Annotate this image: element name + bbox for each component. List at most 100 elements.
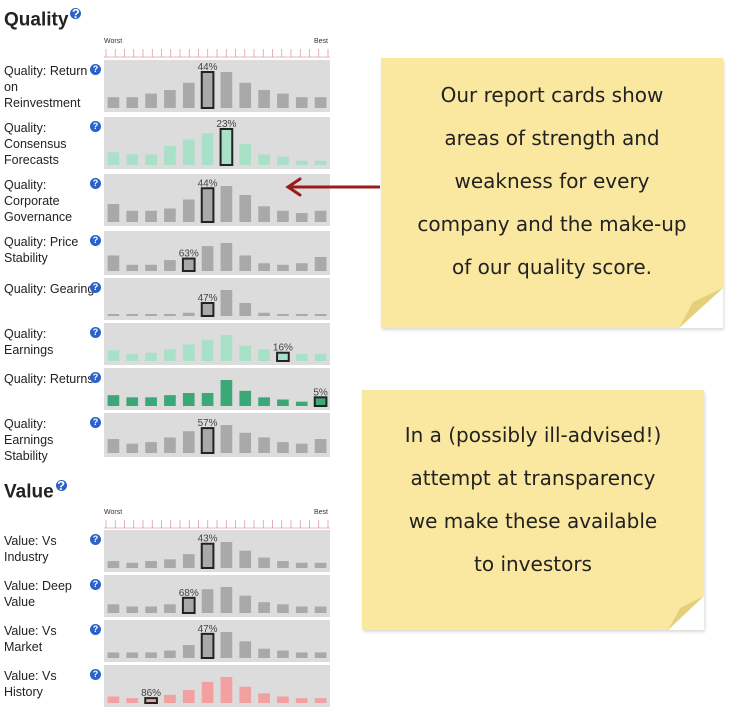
distribution-bar: [201, 339, 214, 361]
distribution-svg: 86%: [107, 677, 327, 704]
note-line: we make these available: [408, 509, 658, 533]
distribution-bar: [126, 698, 139, 703]
distribution-bar: [182, 645, 195, 658]
distribution-chart[interactable]: 44%: [104, 60, 330, 112]
distribution-svg: 57%: [107, 418, 327, 454]
note-line: Our report cards show: [440, 83, 664, 107]
distribution-chart[interactable]: 63%: [104, 231, 330, 275]
page-curl-icon: [679, 288, 723, 328]
distribution-bar: [164, 349, 176, 361]
help-icon[interactable]: ?: [90, 669, 101, 680]
distribution-bar: [145, 314, 157, 316]
help-icon[interactable]: ?: [90, 178, 101, 189]
help-icon[interactable]: ?: [90, 282, 101, 293]
distribution-bar: [107, 255, 120, 271]
distribution-bar: [258, 90, 270, 108]
help-icon[interactable]: ?: [90, 534, 101, 545]
highlighted-bar: [200, 542, 215, 569]
help-icon[interactable]: ?: [90, 64, 101, 75]
distribution-bar: [201, 133, 214, 165]
distribution-chart[interactable]: 86%: [104, 665, 330, 707]
distribution-svg: 68%: [107, 587, 327, 615]
distribution-bar: [220, 677, 233, 703]
distribution-chart[interactable]: 44%: [104, 174, 330, 226]
help-icon[interactable]: ?: [90, 624, 101, 635]
help-icon[interactable]: ?: [90, 121, 101, 132]
distribution-chart[interactable]: 47%: [104, 278, 330, 320]
distribution-svg: 23%: [107, 119, 327, 166]
distribution-chart[interactable]: 43%: [104, 530, 330, 572]
distribution-svg: 63%: [107, 243, 327, 272]
row-label: Value: Vs Market: [4, 624, 57, 654]
distribution-bar: [164, 694, 176, 703]
help-icon[interactable]: ?: [90, 579, 101, 590]
distribution-bar: [314, 606, 327, 613]
distribution-chart[interactable]: 23%: [104, 117, 330, 169]
help-icon[interactable]: ?: [90, 417, 101, 428]
distribution-chart[interactable]: 57%: [104, 413, 330, 457]
note-line: to investors: [474, 552, 592, 576]
distribution-bar: [164, 650, 176, 658]
distribution-bar: [164, 260, 176, 271]
distribution-svg: 47%: [107, 624, 327, 659]
distribution-bar: [145, 210, 157, 222]
scale-best-label: Best: [313, 509, 328, 516]
distribution-bar: [107, 561, 120, 568]
distribution-bar: [220, 632, 233, 658]
row-label: Quality: Gearing: [4, 282, 95, 296]
distribution-chart[interactable]: 5%: [104, 368, 330, 410]
distribution-bar: [314, 97, 327, 108]
distribution-bar: [295, 213, 308, 222]
percentile-label: 47%: [198, 293, 218, 304]
distribution-bar: [258, 557, 270, 568]
distribution-bar: [258, 648, 270, 658]
distribution-bar: [164, 314, 176, 316]
distribution-bar: [277, 314, 289, 316]
distribution-bar: [220, 186, 233, 222]
distribution-bar: [145, 93, 157, 108]
distribution-bar: [258, 206, 270, 222]
help-icon[interactable]: ?: [90, 327, 101, 338]
help-icon[interactable]: ?: [90, 235, 101, 246]
distribution-svg: 16%: [107, 335, 327, 362]
row-label: Value: Vs History: [4, 669, 57, 699]
distribution-bar: [220, 425, 233, 453]
help-icon[interactable]: ?: [90, 372, 101, 383]
distribution-bar: [277, 264, 289, 271]
distribution-bar: [239, 345, 252, 361]
distribution-bar: [126, 606, 139, 613]
distribution-bar: [277, 156, 289, 165]
row-label: Quality: Consensus Forecasts: [4, 121, 67, 167]
distribution-bar: [220, 335, 233, 361]
row-label: Value: Vs Industry: [4, 534, 57, 564]
distribution-chart[interactable]: 16%: [104, 323, 330, 365]
distribution-chart[interactable]: 68%: [104, 575, 330, 617]
note-line: areas of strength and: [444, 126, 660, 150]
percentile-label: 63%: [179, 249, 199, 260]
distribution-bar: [164, 559, 176, 568]
note-line: of our quality score.: [452, 255, 652, 279]
value-title: Value: [4, 481, 54, 503]
scale-ticks: [104, 520, 330, 529]
distribution-bar: [126, 397, 139, 406]
help-icon[interactable]: ?: [70, 6, 82, 21]
distribution-bar: [314, 698, 327, 703]
distribution-bar: [126, 443, 139, 453]
row-label: Quality: Earnings: [4, 327, 54, 357]
distribution-bar: [107, 314, 120, 316]
report-card-row: Quality: Return on Reinvestment? 44%: [0, 60, 340, 112]
report-card-row: Quality: Earnings Stability? 57%: [0, 413, 340, 463]
distribution-bar: [295, 652, 308, 658]
distribution-bar: [145, 397, 157, 406]
help-icon[interactable]: ?: [55, 478, 67, 493]
distribution-bar: [145, 442, 157, 453]
distribution-bar: [145, 264, 157, 271]
distribution-bar: [277, 442, 289, 453]
highlighted-bar: [200, 71, 215, 109]
row-label: Quality: Price Stability: [4, 235, 79, 265]
distribution-chart[interactable]: 47%: [104, 620, 330, 662]
distribution-bar: [277, 696, 289, 703]
distribution-bar: [277, 399, 289, 406]
distribution-bar: [239, 143, 252, 165]
distribution-bar: [239, 390, 252, 406]
